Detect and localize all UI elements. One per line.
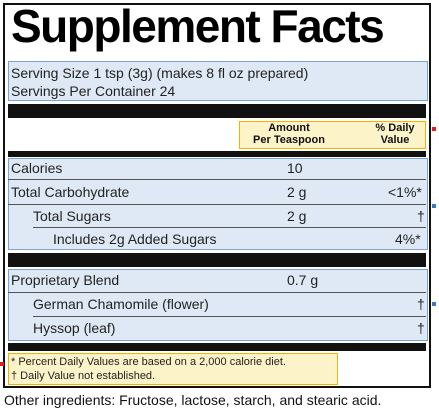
nutrient-name: Total Sugars — [33, 208, 111, 224]
footnote-daily-value: † Daily Value not established. — [11, 370, 156, 382]
row-divider — [8, 204, 426, 205]
blend-highlight — [8, 269, 428, 341]
panel-title: Supplement Facts — [11, 0, 385, 52]
blend-amount: 0.7 g — [287, 272, 319, 288]
other-ingredients: Other ingredients: Fructose, lactose, st… — [4, 392, 382, 408]
footnote-percent-daily: * Percent Daily Values are based on a 2,… — [11, 356, 286, 368]
daily-value-header: % Daily Value — [375, 122, 415, 146]
nutrient-daily-value: 4%* — [395, 231, 421, 247]
header-highlight — [239, 121, 426, 149]
serving-size: Serving Size 1 tsp (3g) (makes 8 fl oz p… — [11, 65, 309, 81]
blue-marker — [432, 204, 436, 208]
blue-marker — [432, 302, 436, 306]
blend-ingredient: German Chamomile (flower) — [33, 296, 209, 312]
blend-ingredient-daily-value: † — [417, 320, 425, 336]
row-divider — [8, 179, 426, 180]
nutrient-name: Total Carbohydrate — [11, 184, 130, 200]
blend-name: Proprietary Blend — [11, 272, 120, 288]
nutrient-amount: 2 g — [287, 208, 307, 224]
row-divider — [8, 292, 426, 293]
thick-divider — [8, 253, 426, 267]
red-marker — [432, 127, 436, 131]
medium-divider — [8, 343, 426, 351]
nutrient-name: Includes 2g Added Sugars — [53, 231, 217, 247]
serving-highlight — [8, 61, 428, 101]
blend-ingredient-daily-value: † — [417, 296, 425, 312]
servings-per-container: Servings Per Container 24 — [11, 83, 176, 99]
red-marker — [0, 362, 4, 366]
nutrient-amount: 2 g — [287, 184, 307, 200]
footnote-highlight — [8, 353, 338, 385]
nutrient-amount: 10 — [287, 160, 303, 176]
nutrient-daily-value: † — [417, 208, 425, 224]
thick-divider — [8, 104, 426, 118]
medium-divider — [8, 151, 426, 157]
nutrient-daily-value: <1%* — [388, 184, 422, 200]
row-divider — [33, 227, 426, 228]
nutrient-name: Calories — [11, 160, 63, 176]
blend-ingredient: Hyssop (leaf) — [33, 320, 116, 336]
supplement-facts-panel: Supplement Facts Serving Size 1 tsp (3g)… — [3, 0, 431, 388]
amount-header: Amount Per Teaspoon — [253, 122, 325, 146]
row-divider — [33, 316, 426, 317]
